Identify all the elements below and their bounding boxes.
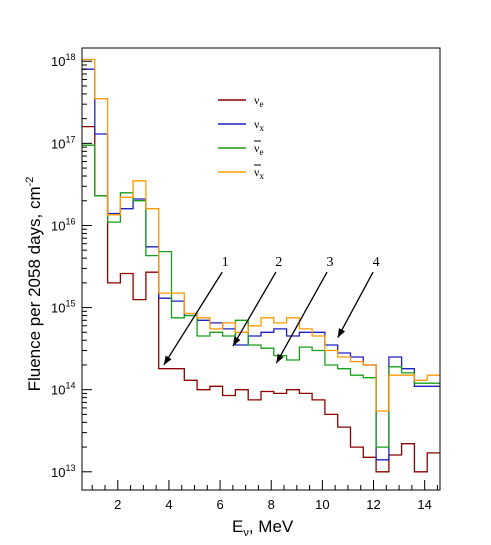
- annotation-arrow-line: [275, 271, 328, 364]
- y-tick-base: 10: [51, 301, 65, 316]
- y-tick-base: 10: [51, 465, 65, 480]
- y-tick-label: 1016: [51, 216, 75, 233]
- y-tick-exponent: 17: [65, 134, 75, 144]
- legend-symbol: ν: [254, 93, 260, 107]
- x-axis-title: Eν, MeV: [232, 517, 294, 539]
- annotation-label: 1: [222, 255, 229, 270]
- x-axis-title-main: E: [232, 517, 243, 536]
- y-tick-exponent: 18: [65, 52, 75, 62]
- x-tick-label: 4: [165, 497, 172, 512]
- legend-symbol: ν: [254, 117, 260, 131]
- annotation-arrow-head: [232, 336, 241, 346]
- y-axis-title-text: Fluence per 2058 days, cm: [25, 186, 44, 391]
- series-layer: [82, 58, 440, 473]
- y-tick-label: 1017: [51, 134, 75, 151]
- annotation-arrow-head: [337, 328, 346, 338]
- legend-subscript: x: [259, 171, 264, 181]
- y-tick-base: 10: [51, 383, 65, 398]
- x-axis-title-rest: , MeV: [249, 517, 294, 536]
- annotation-arrow-head: [163, 355, 172, 365]
- series-line-anti-nu-x: [82, 58, 440, 412]
- legend-entry-anti-nu-x: νx: [254, 165, 264, 181]
- x-tick-label: 6: [216, 497, 223, 512]
- y-tick-exponent: 13: [65, 463, 75, 473]
- x-tick-label: 14: [417, 497, 431, 512]
- legend-subscript: e: [259, 99, 263, 109]
- legend-entry-nu-x: νx: [254, 117, 264, 133]
- y-tick-base: 10: [51, 218, 65, 233]
- annotation-arrow-head: [276, 353, 284, 364]
- x-axis-title-sub: ν: [243, 527, 249, 539]
- annotation-label: 4: [373, 255, 380, 270]
- y-tick-label: 1013: [51, 463, 75, 480]
- annotation-arrow-line: [337, 271, 374, 338]
- y-tick-label: 1015: [51, 299, 75, 316]
- x-tick-label: 2: [114, 497, 121, 512]
- y-axis-title-sup: -2: [24, 177, 36, 187]
- legend-symbol: ν: [254, 141, 260, 155]
- y-tick-label: 1014: [51, 381, 75, 398]
- y-tick-exponent: 16: [65, 216, 75, 226]
- x-tick-label: 8: [268, 497, 275, 512]
- annotation-label: 3: [327, 255, 334, 270]
- annotation-arrow-line: [163, 271, 223, 366]
- legend-entry-anti-nu-e: νe: [254, 141, 263, 157]
- y-tick-label: 1018: [51, 52, 75, 69]
- annotation-arrow-line: [232, 271, 277, 347]
- x-tick-label: 10: [315, 497, 329, 512]
- legend-subscript: x: [259, 123, 264, 133]
- x-tick-label: 12: [366, 497, 380, 512]
- y-tick-exponent: 14: [65, 381, 75, 391]
- annotation-label: 2: [275, 255, 282, 270]
- legend-symbol: ν: [254, 165, 260, 179]
- annotation-layer: 1 2 3 4: [163, 255, 380, 366]
- y-tick-exponent: 15: [65, 299, 75, 309]
- plot-frame: [81, 47, 441, 491]
- legend-entry-nu-e: νe: [254, 93, 263, 109]
- y-tick-base: 10: [51, 54, 65, 69]
- series-line-nu-e: [82, 125, 440, 473]
- y-tick-base: 10: [51, 136, 65, 151]
- legend-subscript: e: [259, 147, 263, 157]
- y-axis-title: Fluence per 2058 days, cm-2: [24, 177, 44, 392]
